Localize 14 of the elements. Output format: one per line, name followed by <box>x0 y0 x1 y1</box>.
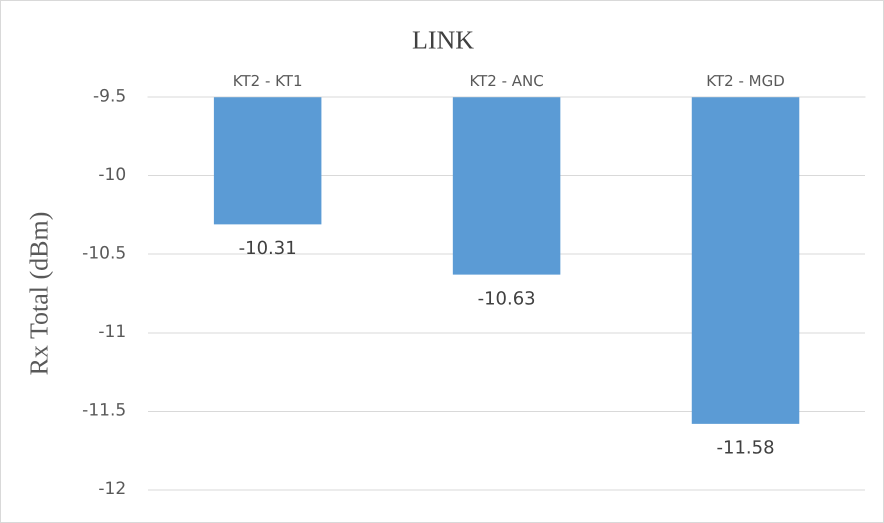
chart-title: LINK <box>412 25 474 54</box>
y-tick-label: -11 <box>98 322 126 342</box>
data-label: -10.31 <box>238 238 297 260</box>
x-tick-label: KT2 - KT1 <box>232 72 303 90</box>
x-tick-label: KT2 - ANC <box>469 72 544 90</box>
y-tick-label: -11.5 <box>82 400 126 421</box>
y-axis-title: Rx Total (dBm) <box>24 212 54 376</box>
data-label: -10.63 <box>478 288 536 310</box>
x-tick-label: KT2 - MGD <box>706 72 785 90</box>
y-tick-label: -10 <box>98 165 126 186</box>
y-tick-label: -12 <box>98 479 126 500</box>
y-tick-label: -10.5 <box>82 244 126 264</box>
data-label: -11.58 <box>716 438 775 459</box>
y-tick-label: -9.5 <box>93 86 126 107</box>
